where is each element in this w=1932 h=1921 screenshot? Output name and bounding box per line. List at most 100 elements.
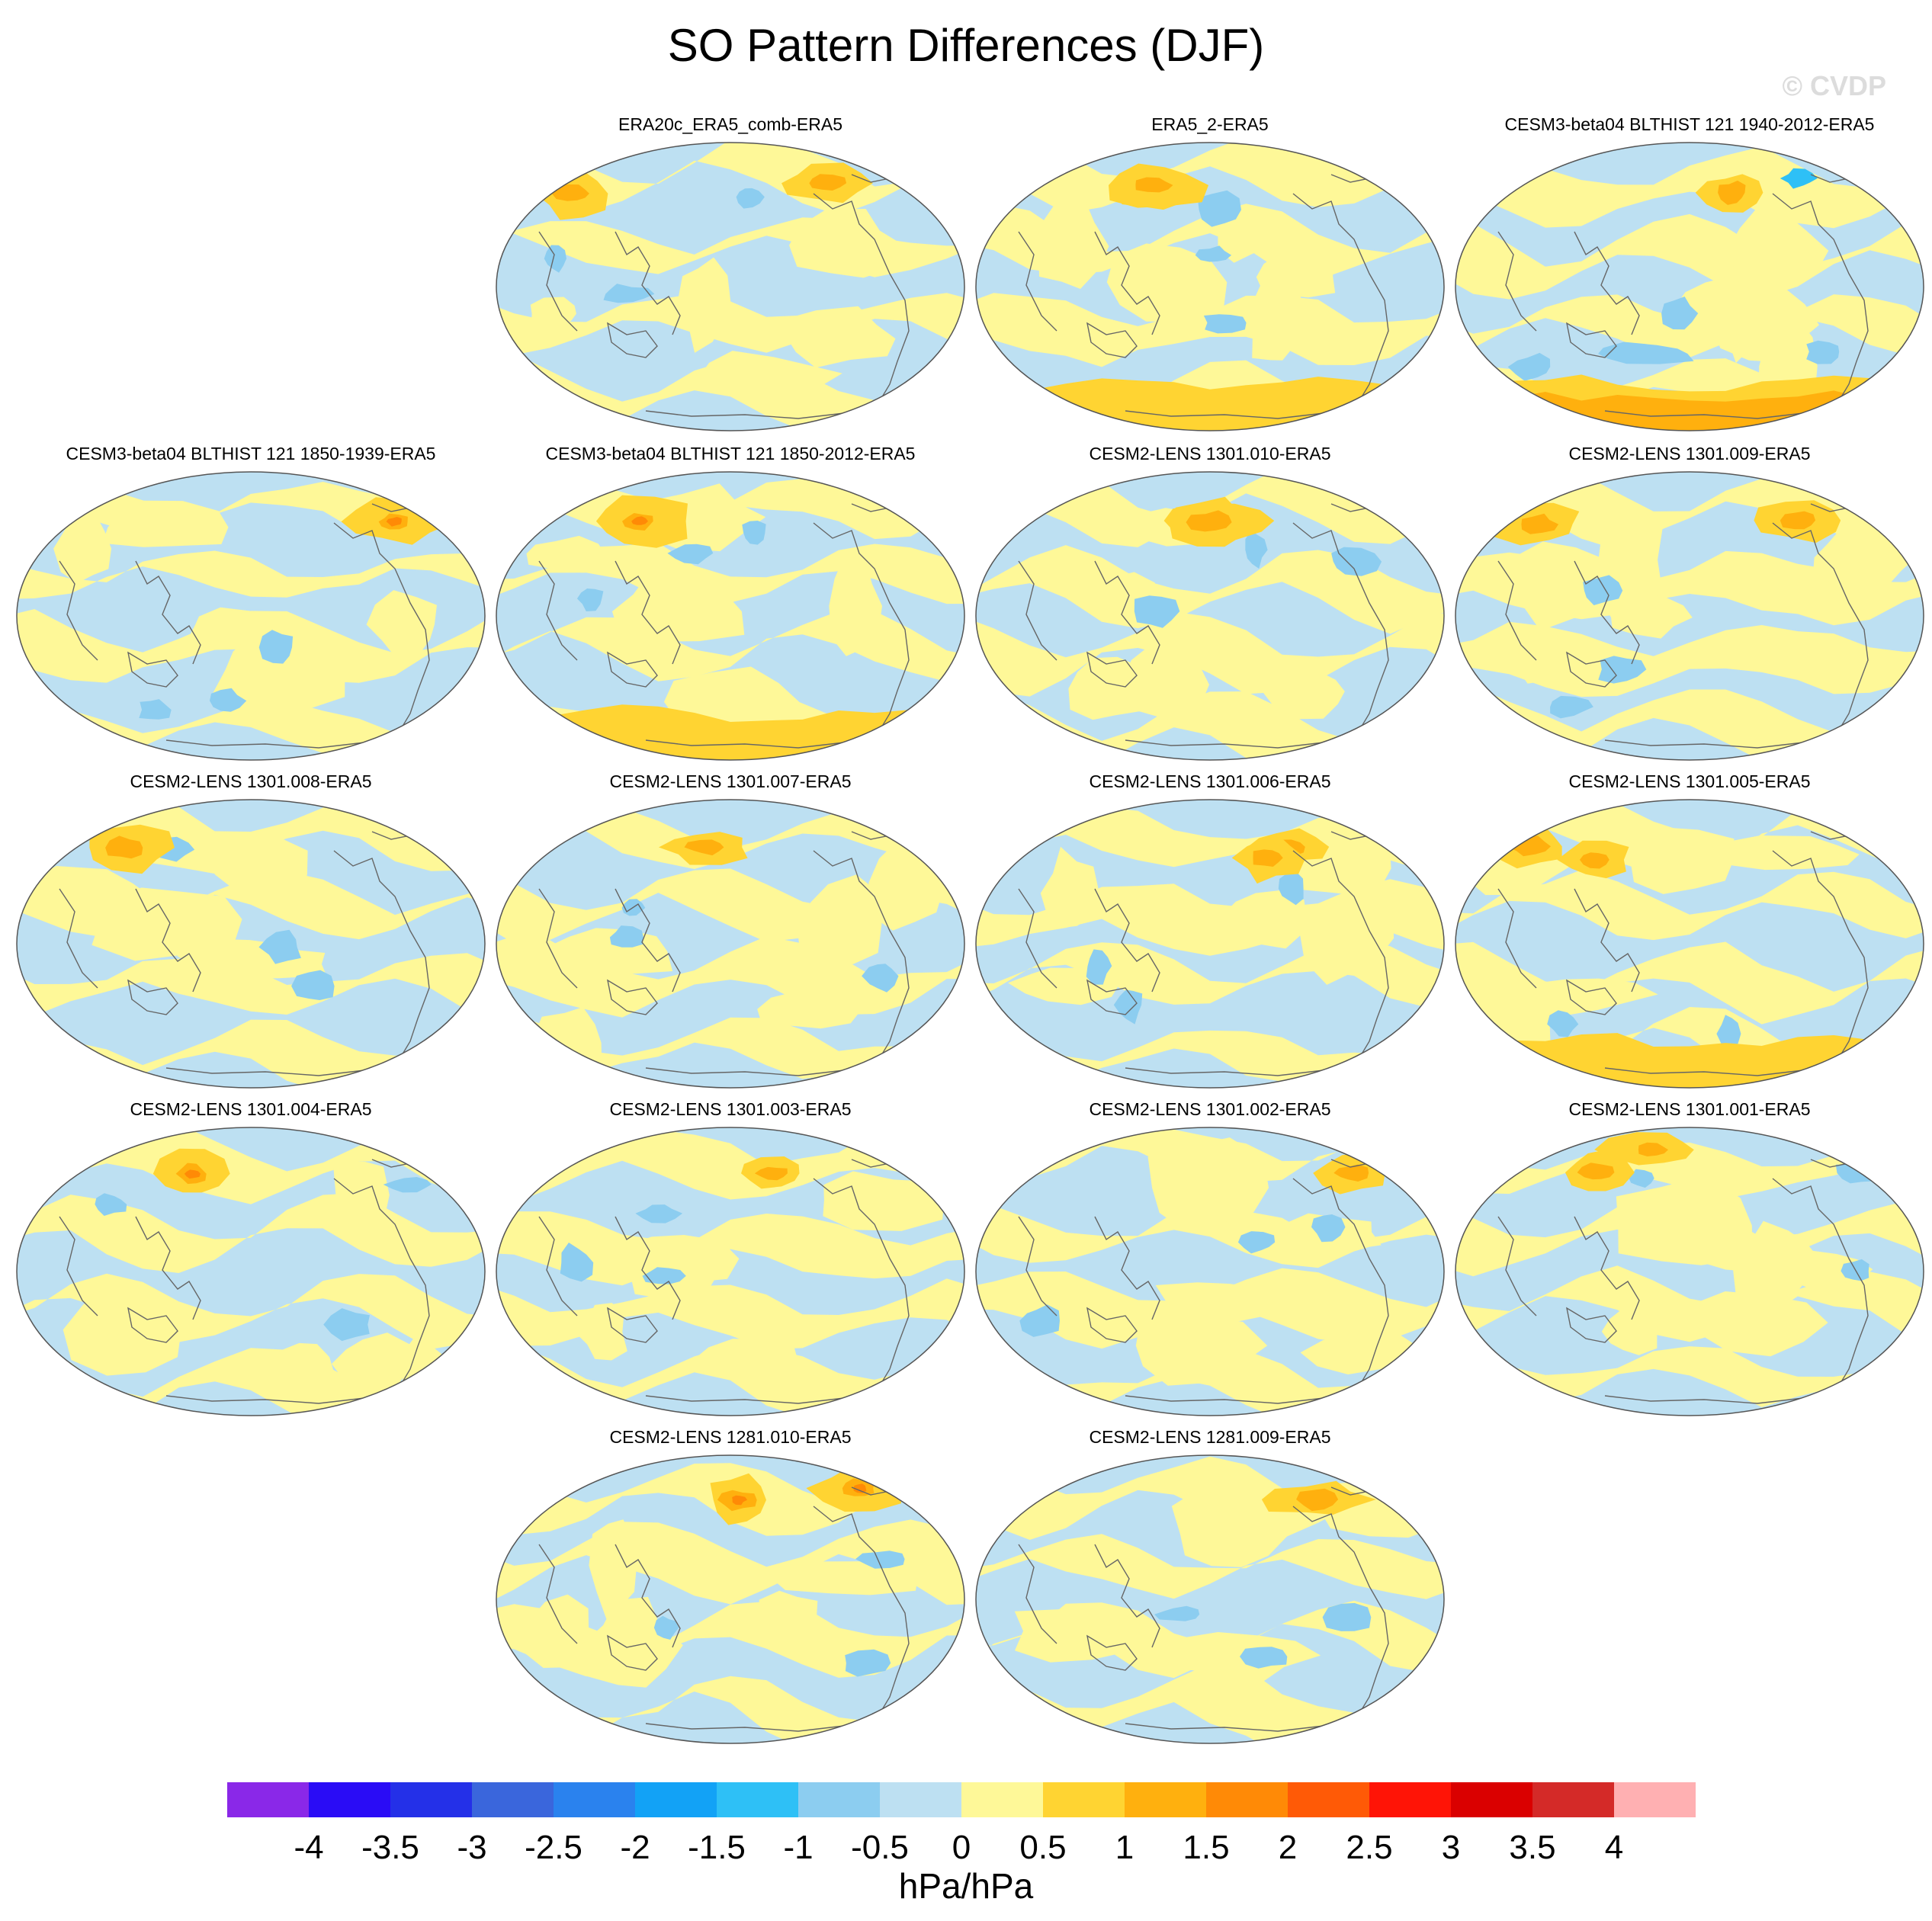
coastline — [1094, 888, 1160, 993]
coastline — [1292, 522, 1389, 733]
positive-anomaly-region — [1455, 211, 1924, 300]
map-border — [16, 471, 486, 761]
negative-anomaly-region — [667, 544, 714, 565]
colorbar-tick-label: 1 — [1115, 1829, 1134, 1866]
coastline — [135, 888, 201, 993]
coastline — [538, 560, 578, 661]
negative-anomaly-region — [642, 1267, 686, 1284]
coastline — [1566, 651, 1617, 688]
coastline — [645, 410, 845, 419]
coastline — [1497, 1216, 1537, 1316]
panel-title: CESM3-beta04 BLTHIST 121 1850-1939-ERA5 — [66, 444, 436, 463]
negative-anomaly-region — [1716, 1015, 1741, 1050]
coastline — [1125, 1067, 1324, 1076]
positive-anomaly-region — [693, 1339, 798, 1379]
positive-anomaly-region — [1780, 511, 1816, 530]
map-border — [496, 471, 965, 761]
positive-anomaly-region — [759, 1590, 818, 1652]
negative-anomaly-region — [1331, 547, 1382, 576]
positive-anomaly-region — [386, 517, 402, 527]
map-panel: CESM3-beta04 BLTHIST 121 1940-2012-ERA5 — [1452, 113, 1927, 433]
positive-anomaly-region — [496, 704, 964, 760]
coastline — [645, 1067, 845, 1076]
coastline — [607, 1307, 658, 1343]
coastline — [607, 979, 658, 1015]
coastline — [615, 231, 681, 335]
positive-anomaly-region — [1718, 180, 1746, 205]
coastline — [813, 1178, 910, 1389]
coastline — [1574, 560, 1640, 665]
negative-anomaly-region — [1245, 531, 1268, 569]
colorbar-swatch — [798, 1782, 880, 1817]
positive-anomaly-region — [1135, 1316, 1268, 1386]
map-plot — [16, 471, 486, 761]
coastline — [1772, 193, 1869, 404]
negative-anomaly-region — [1203, 314, 1247, 334]
map-panel: CESM2-LENS 1301.008-ERA5 — [14, 770, 488, 1090]
positive-anomaly-region — [1616, 1175, 1753, 1265]
positive-anomaly-region — [496, 1278, 964, 1349]
positive-anomaly-region — [581, 1596, 683, 1688]
positive-anomaly-region — [976, 377, 1444, 431]
map-border — [1455, 799, 1924, 1089]
map-border — [1455, 1127, 1924, 1416]
map-border — [975, 142, 1445, 431]
negative-anomaly-region — [1197, 190, 1241, 227]
negative-anomaly-region — [95, 1193, 127, 1216]
map-panel: CESM2-LENS 1301.007-ERA5 — [493, 770, 968, 1090]
positive-anomaly-region — [754, 1166, 788, 1181]
negative-anomaly-region — [1237, 1231, 1276, 1254]
positive-anomaly-region — [1068, 656, 1143, 720]
negative-anomaly-region — [1311, 1214, 1346, 1243]
positive-anomaly-region — [1455, 1137, 1924, 1199]
map-plot — [975, 142, 1445, 431]
positive-anomaly-region — [976, 1534, 1444, 1599]
coastline — [1125, 1723, 1324, 1732]
positive-anomaly-region — [531, 1007, 602, 1088]
coastline — [538, 231, 578, 332]
coastline — [1018, 1544, 1057, 1644]
negative-anomaly-region — [653, 1615, 679, 1640]
panel-title: CESM2-LENS 1301.002-ERA5 — [1089, 1099, 1331, 1119]
panel-title: CESM2-LENS 1301.005-ERA5 — [1568, 771, 1811, 791]
coastline — [1125, 739, 1324, 749]
positive-anomaly-region — [829, 553, 882, 656]
colorbar-tick-label: -3 — [457, 1829, 486, 1866]
positive-anomaly-region — [1580, 852, 1609, 869]
map-plot — [1455, 1127, 1924, 1416]
negative-anomaly-region — [383, 1177, 432, 1193]
coastline — [1086, 979, 1138, 1015]
map-plot — [975, 1127, 1445, 1416]
positive-anomaly-region — [1601, 1308, 1658, 1355]
colorbar-swatch — [961, 1782, 1043, 1817]
coastline — [1604, 1067, 1804, 1076]
coastline — [1094, 1544, 1160, 1648]
positive-anomaly-region — [853, 1483, 867, 1493]
colorbar-tick-label: -4 — [294, 1829, 323, 1866]
colorbar-swatch — [1043, 1782, 1125, 1817]
positive-anomaly-region — [1252, 270, 1306, 361]
coastline — [1497, 560, 1537, 661]
positive-anomaly-region — [976, 545, 1444, 634]
negative-anomaly-region — [609, 925, 643, 948]
coastline — [607, 1634, 658, 1671]
colorbar-swatch — [1288, 1782, 1369, 1817]
coastline — [127, 979, 178, 1015]
positive-anomaly-region — [809, 174, 847, 191]
negative-anomaly-region — [1598, 342, 1694, 364]
positive-anomaly-region — [526, 535, 605, 569]
positive-anomaly-region — [496, 1014, 964, 1080]
positive-anomaly-region — [496, 862, 964, 944]
positive-anomaly-region — [1147, 1137, 1269, 1233]
colorbar-tick-label: -3.5 — [361, 1829, 419, 1866]
negative-anomaly-region — [1780, 168, 1818, 189]
colorbar-swatch — [554, 1782, 635, 1817]
positive-anomaly-region — [1262, 665, 1345, 720]
panel-title: ERA5_2-ERA5 — [1151, 114, 1269, 134]
map-panel: CESM2-LENS 1301.009-ERA5 — [1452, 442, 1927, 762]
negative-anomaly-region — [1322, 1602, 1372, 1631]
colorbar-tick-label: -0.5 — [851, 1829, 909, 1866]
positive-anomaly-region — [184, 1169, 201, 1179]
positive-anomaly-region — [332, 1333, 419, 1399]
coastline — [1094, 1216, 1160, 1320]
